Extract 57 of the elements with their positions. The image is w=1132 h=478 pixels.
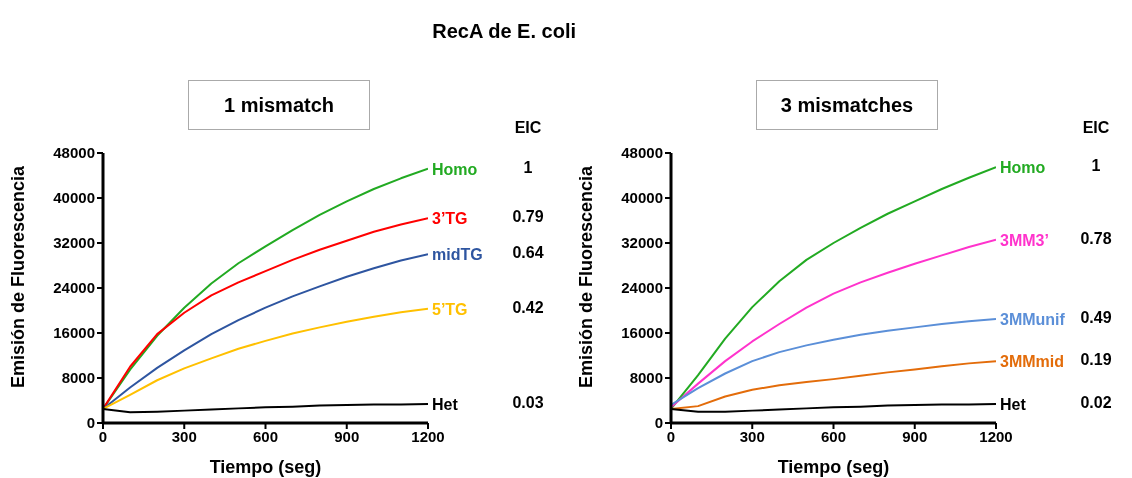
line-series: [103, 307, 428, 410]
y-tick-label: 32000: [621, 234, 663, 252]
y-tick-label: 8000: [629, 369, 663, 387]
line-series: [671, 166, 996, 410]
text: EIC: [513, 119, 543, 137]
x-tick-label: 600: [252, 427, 279, 445]
y-tick-label: 40000: [621, 189, 663, 207]
x-tick-label: 0: [98, 427, 108, 445]
text: RecA de E. coli: [432, 20, 576, 43]
line-series: [671, 238, 996, 409]
line-series: [671, 317, 996, 406]
x-tick-label: 300: [171, 427, 197, 445]
y-tick-label: 0: [654, 414, 663, 432]
y-tick-label: 8000: [61, 369, 95, 387]
x-tick-label: 600: [820, 427, 847, 445]
series-label: Homo: [432, 160, 478, 178]
text: 0.42: [511, 298, 545, 317]
y-tick-label: 48000: [621, 144, 663, 162]
chart-subtitle: 3 mismatches: [756, 80, 938, 130]
series-label: 3MMunif: [1000, 310, 1066, 328]
x-axis-title: Tiempo (seg): [209, 457, 322, 477]
y-tick-label: 16000: [53, 324, 95, 342]
y-tick-label: 40000: [53, 189, 95, 207]
chart-subtitle: 1 mismatch: [188, 80, 370, 130]
text: 1: [522, 158, 534, 177]
text: 0.78: [1079, 229, 1113, 248]
series-label: midTG: [432, 246, 483, 264]
x-axis-title: Tiempo (seg): [777, 457, 890, 477]
series-label: Het: [432, 395, 459, 413]
series-label: 3’TG: [432, 210, 468, 228]
x-tick-label: 900: [334, 427, 360, 445]
text: 0.02: [1079, 393, 1113, 412]
series-label: 5’TG: [432, 300, 468, 318]
series-label: Homo: [1000, 159, 1046, 177]
y-axis-title: Emisión de Fluorescencia: [8, 164, 29, 388]
text: 0.79: [511, 208, 545, 227]
text: 0.19: [1079, 351, 1113, 370]
text: 1: [1090, 157, 1102, 176]
x-tick-label: 0: [666, 427, 676, 445]
text: 0.49: [1079, 308, 1113, 327]
series-label: 3MM3’: [1000, 231, 1049, 249]
y-tick-label: 16000: [621, 324, 663, 342]
x-tick-label: 1200: [411, 427, 445, 445]
y-tick-label: 24000: [621, 279, 663, 297]
y-tick-label: 0: [86, 414, 95, 432]
y-tick-label: 32000: [53, 234, 95, 252]
text: 0.03: [511, 393, 545, 412]
series-label: Het: [1000, 395, 1027, 413]
x-tick-label: 300: [739, 427, 765, 445]
y-tick-label: 24000: [53, 279, 95, 297]
y-tick-label: 48000: [53, 144, 95, 162]
text: 0.64: [511, 244, 545, 263]
x-tick-label: 900: [902, 427, 928, 445]
y-axis-title: Emisión de Fluorescencia: [576, 164, 597, 388]
text: EIC: [1081, 119, 1111, 137]
x-tick-label: 1200: [979, 427, 1013, 445]
series-label: 3MMmid: [1000, 353, 1064, 371]
